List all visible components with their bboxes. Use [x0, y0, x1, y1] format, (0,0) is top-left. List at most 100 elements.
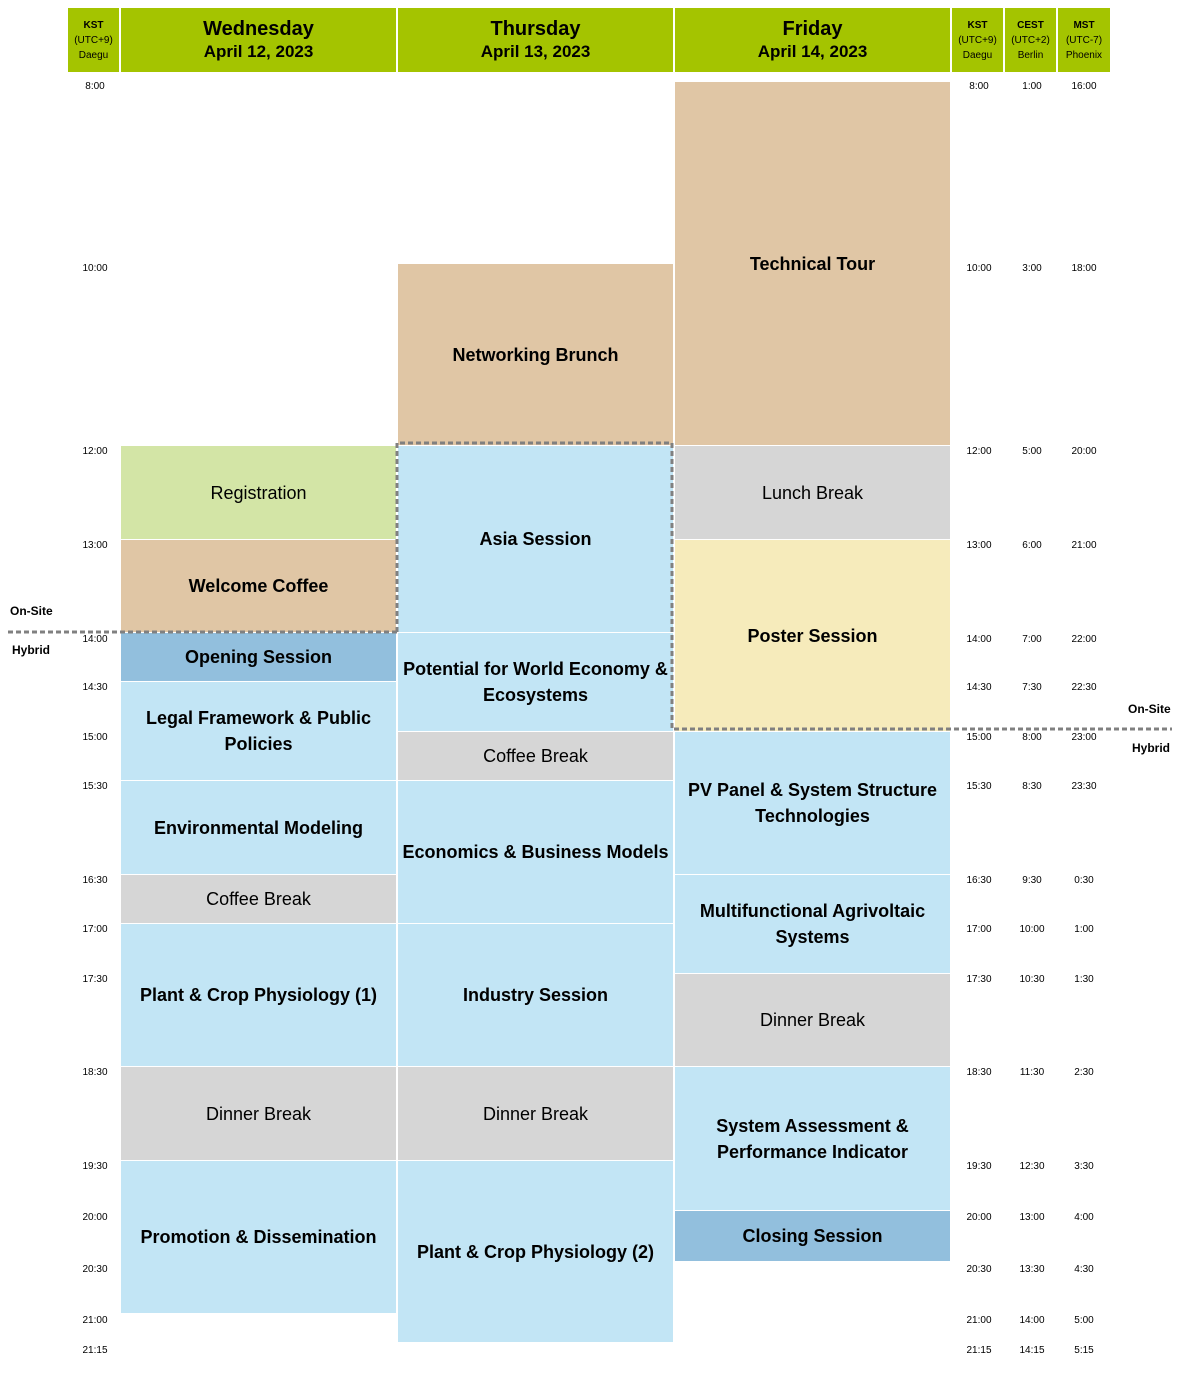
session-poster[interactable]: Poster Session: [675, 540, 950, 731]
session-potential-world-economy[interactable]: Potential for World Economy & Ecosystems: [398, 633, 673, 731]
time-kst-left: 17:00: [82, 924, 108, 935]
time-kst-right: 15:00: [966, 732, 992, 743]
time-cest: 7:30: [1022, 682, 1042, 693]
label-onsite-left: On-Site: [10, 604, 53, 618]
session-registration[interactable]: Registration: [121, 446, 396, 539]
tz-abbr: KST: [967, 19, 988, 31]
session-welcome-coffee[interactable]: Welcome Coffee: [121, 540, 396, 632]
label-hybrid-right: Hybrid: [1132, 741, 1171, 755]
tz-city: Phoenix: [1065, 49, 1103, 61]
session-economics[interactable]: Economics & Business Models: [398, 781, 673, 923]
time-kst-left: 15:00: [82, 732, 108, 743]
session-coffee-break[interactable]: Coffee Break: [121, 875, 396, 923]
header-mst: MST (UTC-7) Phoenix: [1058, 8, 1110, 72]
time-mst: 21:00: [1071, 540, 1097, 551]
time-cest: 11:30: [1019, 1067, 1045, 1078]
time-kst-right: 21:15: [966, 1345, 992, 1356]
time-cest: 13:30: [1019, 1264, 1045, 1275]
session-asia[interactable]: Asia Session: [398, 446, 673, 632]
tz-abbr: CEST: [1017, 19, 1044, 31]
time-kst-right: 14:00: [966, 634, 992, 645]
session-opening[interactable]: Opening Session: [121, 633, 396, 681]
session-lunch-break[interactable]: Lunch Break: [675, 446, 950, 539]
time-cest: 10:00: [1019, 924, 1045, 935]
time-mst: 23:30: [1071, 781, 1097, 792]
time-mst: 2:30: [1074, 1067, 1094, 1078]
session-multifunctional[interactable]: Multifunctional Agrivoltaic Systems: [675, 875, 950, 973]
session-dinner-break[interactable]: Dinner Break: [398, 1067, 673, 1160]
time-mst: 0:30: [1074, 875, 1094, 886]
time-kst-right: 15:30: [966, 781, 992, 792]
time-cest: 14:15: [1019, 1345, 1045, 1356]
time-cest: 12:30: [1019, 1161, 1045, 1172]
time-kst-right: 17:30: [966, 974, 992, 985]
time-kst-left: 8:00: [85, 81, 105, 92]
tz-abbr: MST: [1073, 19, 1095, 31]
tz-city: Daegu: [78, 49, 109, 61]
time-mst: 18:00: [1071, 263, 1097, 274]
tz-offset: (UTC+9): [958, 34, 997, 46]
time-mst: 4:00: [1074, 1212, 1094, 1223]
time-cest: 14:00: [1019, 1315, 1045, 1326]
time-kst-right: 17:00: [966, 924, 992, 935]
time-kst-right: 10:00: [966, 263, 992, 274]
day-name: Friday: [782, 18, 843, 40]
day-name: Thursday: [490, 18, 581, 40]
time-kst-left: 14:00: [82, 634, 108, 645]
session-dinner-break[interactable]: Dinner Break: [121, 1067, 396, 1160]
time-kst-right: 12:00: [966, 446, 992, 457]
header-cest: CEST (UTC+2) Berlin: [1005, 8, 1056, 72]
time-cest: 10:30: [1019, 974, 1045, 985]
header-friday: Friday April 14, 2023: [675, 8, 950, 72]
time-mst: 5:00: [1074, 1315, 1094, 1326]
day-date: April 12, 2023: [203, 42, 314, 61]
time-kst-right: 14:30: [966, 682, 992, 693]
label-hybrid-left: Hybrid: [12, 643, 51, 657]
time-kst-right: 21:00: [966, 1315, 992, 1326]
time-kst-right: 19:30: [966, 1161, 992, 1172]
time-cest: 6:00: [1022, 540, 1042, 551]
tz-abbr: KST: [83, 19, 104, 31]
header-kst-right: KST (UTC+9) Daegu: [952, 8, 1003, 72]
time-kst-left: 21:15: [82, 1345, 108, 1356]
session-promotion[interactable]: Promotion & Dissemination: [121, 1161, 396, 1313]
time-kst-left: 13:00: [82, 540, 108, 551]
tz-offset: (UTC-7): [1065, 34, 1103, 46]
session-industry[interactable]: Industry Session: [398, 924, 673, 1066]
time-kst-right: 20:30: [966, 1264, 992, 1275]
session-pv-panel[interactable]: PV Panel & System Structure Technologies: [675, 732, 950, 874]
session-environmental-modeling[interactable]: Environmental Modeling: [121, 781, 396, 874]
session-coffee-break[interactable]: Coffee Break: [398, 732, 673, 780]
header-kst-left: KST (UTC+9) Daegu: [68, 8, 119, 72]
tz-offset: (UTC+2): [1011, 34, 1050, 46]
time-mst: 16:00: [1071, 81, 1097, 92]
time-cest: 9:30: [1022, 875, 1042, 886]
session-networking-brunch[interactable]: Networking Brunch: [398, 264, 673, 445]
session-plant-crop-2[interactable]: Plant & Crop Physiology (2): [398, 1161, 673, 1342]
time-kst-right: 13:00: [966, 540, 992, 551]
time-kst-right: 16:30: [966, 875, 992, 886]
session-technical-tour[interactable]: Technical Tour: [675, 82, 950, 445]
time-mst: 20:00: [1071, 446, 1097, 457]
tz-city: Daegu: [962, 49, 993, 61]
session-legal-framework[interactable]: Legal Framework & Public Policies: [121, 682, 396, 780]
day-date: April 14, 2023: [757, 42, 868, 61]
session-system-assessment[interactable]: System Assessment & Performance Indicato…: [675, 1067, 950, 1210]
time-cest: 1:00: [1022, 81, 1042, 92]
session-plant-crop-1[interactable]: Plant & Crop Physiology (1): [121, 924, 396, 1066]
time-cest: 7:00: [1022, 634, 1042, 645]
time-kst-right: 18:30: [966, 1067, 992, 1078]
header-thursday: Thursday April 13, 2023: [398, 8, 673, 72]
time-kst-left: 21:00: [82, 1315, 108, 1326]
time-mst: 1:30: [1074, 974, 1094, 985]
time-kst-left: 12:00: [82, 446, 108, 457]
time-kst-left: 19:30: [82, 1161, 108, 1172]
session-dinner-break[interactable]: Dinner Break: [675, 974, 950, 1066]
tz-offset: (UTC+9): [74, 34, 113, 46]
time-mst: 5:15: [1074, 1345, 1094, 1356]
day-name: Wednesday: [203, 18, 314, 40]
time-cest: 5:00: [1022, 446, 1042, 457]
time-kst-left: 15:30: [82, 781, 108, 792]
header-wednesday: Wednesday April 12, 2023: [121, 8, 396, 72]
session-closing[interactable]: Closing Session: [675, 1211, 950, 1261]
